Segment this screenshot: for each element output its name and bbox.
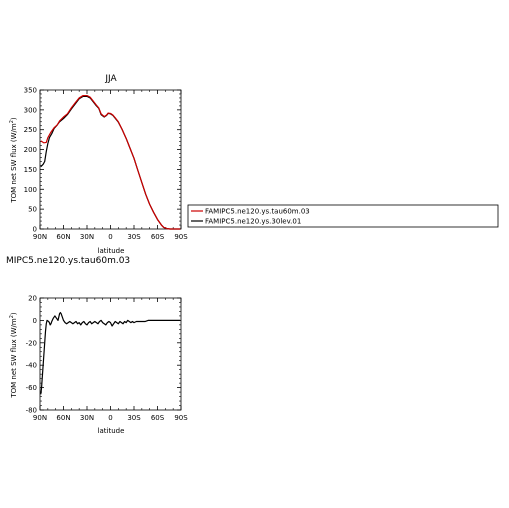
top-x-tick-label: 60N xyxy=(56,233,70,241)
bottom-x-axis-label: latitude xyxy=(98,427,125,435)
bottom-series-line-1 xyxy=(40,311,181,395)
top-panel-title: JJA xyxy=(104,74,117,84)
bottom-x-tick-label: 60S xyxy=(151,414,165,422)
bottom-y-axis-label-sup: 2 xyxy=(9,315,15,318)
top-x-ticks: 90N 60N 30N 0 30S 60S 90S xyxy=(33,90,188,241)
bottom-y-axis-label: TOM net SW flux (W/m2) xyxy=(9,312,18,399)
top-x-tick-label: 60S xyxy=(151,233,165,241)
legend: FAMIPC5.ne120.ys.tau60m.03 FAMIPC5.ne120… xyxy=(187,204,499,228)
bottom-x-ticks: 90N 60N 30N 0 30S 60S 90S xyxy=(33,298,188,422)
bottom-x-tick-label: 0 xyxy=(108,414,112,422)
top-y-ticks: 0 50 100 150 200 250 300 350 xyxy=(24,87,181,234)
bottom-panel-title: MIPC5.ne120.ys.tau60m.03 xyxy=(6,256,130,266)
legend-label-series-1: FAMIPC5.ne120.ys.tau60m.03 xyxy=(205,208,310,216)
top-y-tick-label: 300 xyxy=(24,106,37,114)
bottom-panel: MIPC5.ne120.ys.tau60m.03 90N 60N 30N 0 30S 60… xyxy=(6,256,188,435)
bottom-x-tick-label: 60N xyxy=(56,414,70,422)
bottom-y-tick-label: -40 xyxy=(26,362,37,370)
top-y-tick-label: 200 xyxy=(24,146,37,154)
top-y-tick-label: 350 xyxy=(24,87,37,95)
top-panel: JJA 90N 60N 30N 0 30S 60S 90S 0 50 100 150 200 250 3… xyxy=(9,74,188,255)
legend-frame xyxy=(187,204,499,228)
top-series-line-2 xyxy=(40,95,181,230)
top-y-axis-label-sup: 2 xyxy=(9,120,15,123)
bottom-y-tick-label: -20 xyxy=(26,339,37,347)
top-y-tick-label: 100 xyxy=(24,186,37,194)
top-x-axis-label: latitude xyxy=(98,247,125,255)
top-x-tick-label: 30S xyxy=(127,233,141,241)
bottom-y-tick-label: 20 xyxy=(28,295,37,303)
bottom-y-axis-label-main: TOM net SW flux (W/m xyxy=(10,318,18,399)
top-y-tick-label: 0 xyxy=(33,226,37,234)
top-y-tick-label: 150 xyxy=(24,166,37,174)
top-y-axis-label-main: TOM net SW flux (W/m xyxy=(10,123,18,204)
bottom-y-ticks: -80 -60 -40 -20 0 20 xyxy=(26,295,181,415)
top-x-tick-label: 90S xyxy=(174,233,188,241)
top-y-tick-label: 50 xyxy=(28,206,37,214)
top-series-lines xyxy=(40,94,181,230)
bottom-y-tick-label: -80 xyxy=(26,407,37,415)
bottom-y-axis-label-end: ) xyxy=(10,312,18,315)
legend-label-series-2: FAMIPC5.ne120.ys.30lev.01 xyxy=(205,218,301,226)
top-series-line-1 xyxy=(40,94,181,230)
top-y-axis-label-end: ) xyxy=(10,117,18,120)
bottom-y-tick-label: 0 xyxy=(33,317,37,325)
top-y-tick-label: 250 xyxy=(24,126,37,134)
top-x-tick-label: 30N xyxy=(80,233,94,241)
top-panel-frame xyxy=(39,89,182,230)
top-x-tick-label: 90N xyxy=(33,233,47,241)
top-y-axis-label: TOM net SW flux (W/m2) xyxy=(9,117,18,204)
bottom-y-tick-label: -60 xyxy=(26,384,37,392)
bottom-x-tick-label: 30S xyxy=(127,414,141,422)
bottom-series-lines xyxy=(40,311,181,395)
bottom-x-tick-label: 90N xyxy=(33,414,47,422)
bottom-x-tick-label: 90S xyxy=(174,414,188,422)
top-x-tick-label: 0 xyxy=(108,233,112,241)
bottom-x-tick-label: 30N xyxy=(80,414,94,422)
